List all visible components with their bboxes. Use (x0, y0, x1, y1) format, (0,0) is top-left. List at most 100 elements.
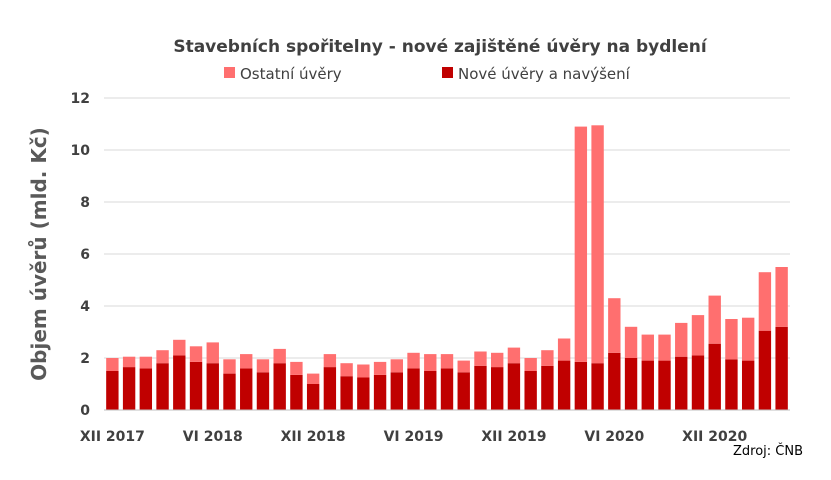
bar-other-loans (608, 298, 621, 353)
bar-other-loans (173, 339, 186, 356)
bar-new-loans (758, 330, 772, 410)
bar-other-loans (641, 334, 654, 361)
bar-new-loans (306, 384, 320, 410)
bar-other-loans (775, 267, 788, 327)
bar-other-loans (390, 359, 403, 373)
bar-new-loans (507, 363, 521, 410)
legend: Ostatní úvěry Nové úvěry a navýšení (224, 65, 631, 83)
bar-other-loans (474, 351, 487, 366)
bar-other-loans (357, 364, 370, 378)
bar-other-loans (290, 361, 303, 375)
bar-new-loans (708, 343, 721, 410)
y-tick-label: 4 (80, 299, 90, 315)
bar-new-loans (240, 368, 253, 410)
bar-new-loans (557, 360, 571, 410)
x-axis-ticks: XII 2017 VI 2018 XII 2018 VI 2019 XII 2019 VI… (80, 429, 748, 445)
y-axis-label: Objem úvěrů (mld. Kč) (27, 127, 51, 381)
bar-other-loans (624, 326, 638, 358)
bar-new-loans (189, 361, 203, 410)
bar-new-loans (591, 363, 604, 410)
bar-new-loans (541, 365, 554, 410)
bar-new-loans (407, 368, 420, 410)
bar-new-loans (641, 360, 654, 410)
bar-other-loans (256, 359, 270, 373)
bar-other-loans (440, 354, 454, 369)
bar-new-loans (658, 360, 671, 410)
bar-new-loans (256, 372, 270, 410)
bar-new-loans (725, 359, 738, 410)
y-tick-label: 6 (80, 247, 90, 263)
bar-other-loans (223, 359, 236, 374)
bar-new-loans (357, 377, 370, 410)
legend-label-other: Ostatní úvěry (240, 65, 342, 83)
bar-other-loans (306, 373, 320, 384)
bar-new-loans (273, 363, 286, 410)
bar-new-loans (491, 367, 504, 410)
bar-other-loans (591, 125, 604, 364)
y-tick-label: 12 (71, 91, 90, 107)
bar-new-loans (624, 358, 638, 410)
bar-other-loans (156, 350, 169, 364)
bar-other-loans (373, 361, 387, 375)
bar-other-loans (691, 315, 705, 356)
bar-new-loans (223, 373, 236, 410)
bar-other-loans (675, 322, 688, 357)
bar-other-loans (741, 317, 755, 361)
x-tick-label: XII 2020 (682, 429, 747, 445)
bar-other-loans (457, 360, 470, 373)
source-note: Zdroj: ČNB (733, 443, 803, 459)
bar-other-loans (139, 356, 153, 369)
bar-other-loans (340, 363, 353, 377)
y-tick-label: 0 (80, 403, 90, 419)
bar-new-loans (390, 372, 403, 410)
bar-new-loans (574, 361, 588, 410)
bar-new-loans (608, 352, 621, 410)
bar-new-loans (741, 360, 755, 410)
x-tick-label: VI 2020 (584, 429, 644, 445)
bar-other-loans (407, 352, 420, 369)
bar-other-loans (725, 319, 738, 360)
bar-new-loans (156, 363, 169, 410)
legend-label-new: Nové úvěry a navýšení (458, 65, 631, 83)
bar-new-loans (173, 355, 186, 410)
bar-other-loans (424, 354, 437, 371)
x-tick-label: XII 2019 (481, 429, 546, 445)
bar-new-loans (206, 363, 219, 410)
bar-new-loans (457, 372, 470, 410)
x-tick-label: VI 2018 (183, 429, 243, 445)
bar-new-loans (675, 356, 688, 410)
bar-new-loans (775, 326, 788, 410)
bar-new-loans (373, 374, 387, 410)
x-tick-label: XII 2018 (281, 429, 346, 445)
bar-new-loans (323, 367, 337, 410)
bar-other-loans (323, 354, 337, 368)
bar-new-loans (691, 355, 705, 410)
bar-new-loans (424, 371, 437, 410)
bar-other-loans (541, 350, 554, 366)
bar-new-loans (440, 368, 454, 410)
x-tick-label: VI 2019 (384, 429, 444, 445)
bar-other-loans (758, 272, 772, 331)
bars (106, 125, 788, 410)
bar-new-loans (290, 374, 303, 410)
y-axis-ticks: 0 2 4 6 8 10 12 (71, 91, 91, 419)
x-tick-label: XII 2017 (80, 429, 145, 445)
y-tick-label: 8 (80, 195, 90, 211)
y-tick-label: 2 (80, 351, 90, 367)
bar-other-loans (206, 342, 219, 364)
legend-swatch-other (224, 67, 235, 78)
chart-title: Stavebních spořitelny - nové zajištěné ú… (173, 37, 708, 57)
bar-other-loans (708, 295, 721, 344)
bar-new-loans (340, 376, 353, 410)
bar-new-loans (122, 367, 136, 410)
bar-other-loans (240, 354, 253, 369)
bar-other-loans (658, 334, 671, 361)
bar-other-loans (557, 338, 571, 361)
bar-new-loans (474, 365, 487, 410)
bar-other-loans (574, 126, 588, 362)
bar-new-loans (524, 371, 537, 410)
bar-other-loans (106, 358, 119, 371)
bar-other-loans (507, 347, 521, 364)
bar-new-loans (139, 368, 153, 410)
